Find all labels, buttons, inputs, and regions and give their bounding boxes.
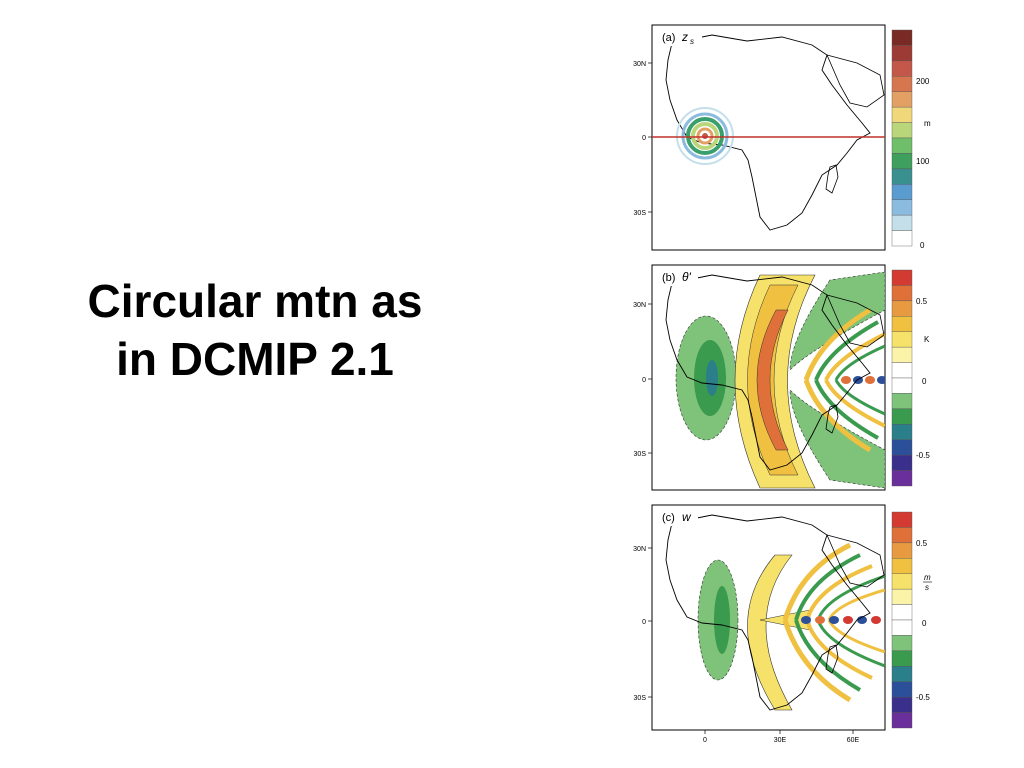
colorbar-swatch [891, 712, 913, 729]
colorbar-swatch [891, 137, 913, 154]
panel-a-label: (a) [662, 32, 675, 44]
colorbar-swatch [891, 573, 913, 590]
colorbar-swatch [891, 527, 913, 544]
colorbar-swatch [891, 424, 913, 440]
panel-c-ytick-30n: 30N [633, 546, 646, 553]
colorbar-swatch [891, 60, 913, 77]
panel-a-ytick-0: 0 [642, 135, 646, 142]
panel-c-ytick-0: 0 [642, 619, 646, 626]
panel-c-cbar-label-0: 0 [922, 619, 927, 628]
colorbar-swatch [891, 184, 913, 200]
colorbar-swatch [891, 168, 913, 185]
colorbar-swatch [891, 362, 913, 379]
colorbar-swatch [891, 285, 913, 302]
panel-a-variable: z [681, 30, 688, 44]
colorbar-swatch [891, 214, 913, 231]
colorbar-swatch [891, 650, 913, 667]
colorbar-swatch [891, 588, 913, 605]
colorbar-swatch [891, 199, 913, 216]
panel-c-unit-den: s [925, 583, 929, 592]
colorbar-swatch [891, 91, 913, 108]
panel-b-cbar-label-0.5: 0.5 [916, 297, 928, 306]
panel-b-unit: K [924, 335, 930, 344]
colorbar-swatch [891, 316, 913, 332]
colorbar-swatch [891, 230, 913, 247]
panel-b-variable: θ' [682, 270, 692, 284]
colorbar-swatch [891, 511, 913, 528]
panel-a-cbar-label-200: 200 [916, 77, 930, 86]
panel-c-label: (c) [662, 512, 675, 524]
colorbar-swatch [891, 300, 913, 317]
panel-b-ytick-0: 0 [642, 377, 646, 384]
colorbar-swatch [891, 470, 913, 487]
panel-a: (a) z s 30N 0 30S 200 m 100 0 [633, 24, 931, 251]
colorbar-swatch [891, 681, 913, 698]
colorbar-swatch [891, 76, 913, 92]
wave-train-b [803, 307, 885, 453]
colorbar-swatch [891, 153, 913, 170]
panel-a-colorbar [891, 29, 913, 247]
panel-c-colorbar [891, 511, 913, 729]
colorbar-swatch [891, 542, 913, 559]
panel-c-xtick-60e: 60E [847, 737, 860, 744]
colorbar-swatch [891, 439, 913, 456]
colorbar-swatch [891, 331, 913, 348]
colorbar-swatch [891, 454, 913, 471]
panel-c-cbar-label-0.5: 0.5 [916, 539, 928, 548]
colorbar-swatch [891, 604, 913, 621]
colorbar-swatch [891, 619, 913, 636]
colorbar-swatch [891, 122, 913, 139]
colorbar-swatch [891, 377, 913, 394]
colorbar-swatch [891, 558, 913, 574]
colorbar-swatch [891, 408, 913, 425]
panel-a-unit: m [924, 119, 931, 128]
colorbar-swatch [891, 346, 913, 363]
panel-c-xtick-0: 0 [703, 737, 707, 744]
colorbar-swatch [891, 393, 913, 410]
panel-c-unit-num: m [924, 573, 931, 582]
colorbar-swatch [891, 666, 913, 682]
panel-c-xtick-30e: 30E [774, 737, 787, 744]
panel-a-ytick-30n: 30N [633, 61, 646, 68]
wave-train-c [782, 542, 885, 703]
colorbar-swatch [891, 635, 913, 652]
axis-ticks [648, 62, 854, 734]
colorbar-swatch [891, 269, 913, 286]
slide-title-line-2: in DCMIP 2.1 [116, 333, 394, 385]
panel-b-cbar-label-neg0.5: -0.5 [916, 451, 930, 460]
panel-b: (b) θ' 30N 0 30S 0.5 K 0 -0.5 [633, 264, 930, 491]
slide-title-line-1: Circular mtn as [87, 275, 423, 327]
panel-b-ytick-30s: 30S [634, 451, 647, 458]
panel-c-cbar-label-neg0.5: -0.5 [916, 693, 930, 702]
panel-b-colorbar [891, 269, 913, 487]
panel-c-ytick-30s: 30S [634, 695, 647, 702]
slide-title: Circular mtn as in DCMIP 2.1 [40, 272, 470, 388]
panel-c: (c) w 30N 0 30S 0 30E 60E 0.5 m s 0 -0.5 [633, 504, 932, 744]
panel-c-variable: w [682, 510, 692, 524]
colorbar-swatch [891, 29, 913, 46]
model-figure: (a) z s 30N 0 30S 200 m 100 0 [610, 10, 950, 760]
panel-a-variable-sub: s [690, 37, 694, 46]
panel-b-cbar-label-0: 0 [922, 377, 927, 386]
colorbar-swatch [891, 696, 913, 713]
panel-a-ytick-30s: 30S [634, 210, 647, 217]
colorbar-swatch [891, 45, 913, 62]
panel-b-label: (b) [662, 272, 675, 284]
panel-a-cbar-label-0: 0 [920, 241, 925, 250]
colorbar-swatch [891, 106, 913, 123]
panel-b-ytick-30n: 30N [633, 302, 646, 309]
panel-a-cbar-label-100: 100 [916, 157, 930, 166]
